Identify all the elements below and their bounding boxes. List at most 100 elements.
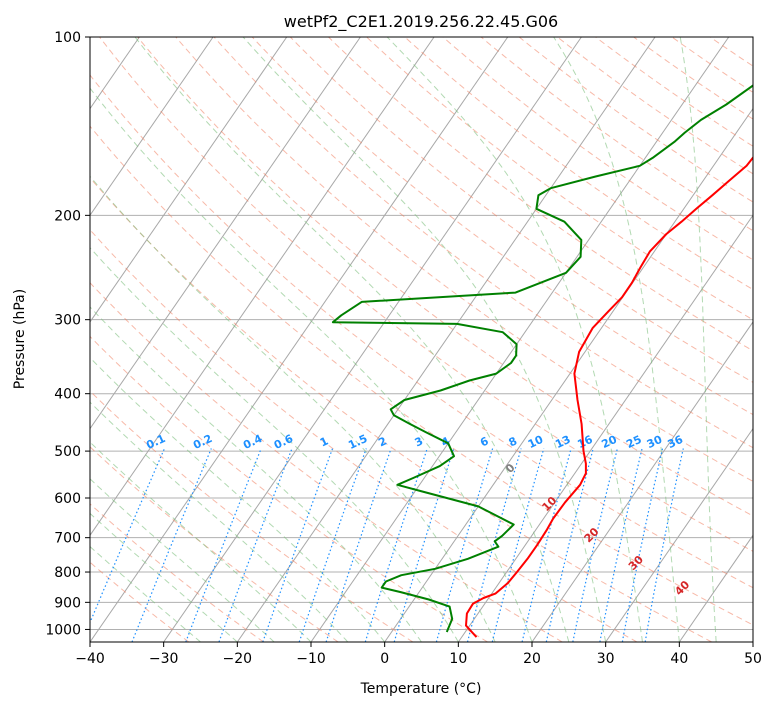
y-tick-label: 500 [54, 444, 81, 460]
temperature-profile [465, 156, 753, 638]
y-tick-label: 700 [54, 531, 81, 547]
x-tick-label: 20 [523, 651, 541, 667]
y-tick-label: 600 [54, 491, 81, 507]
dry-adiabat-line [90, 335, 488, 642]
mixing-ratio-label: 16 [575, 433, 595, 451]
moist-adiabat-line [679, 37, 717, 642]
x-tick-label: −30 [149, 651, 179, 667]
mixing-ratio-label: 0.6 [272, 432, 295, 452]
mixing-ratio-line [298, 448, 367, 642]
moist-adiabat-label: 40 [672, 578, 692, 598]
mixing-ratio-label: 0.4 [241, 432, 264, 452]
x-tick-label: −10 [296, 651, 326, 667]
dry-adiabat-line [90, 390, 414, 642]
mixing-ratio-line [621, 448, 664, 642]
mixing-ratio-line [325, 448, 392, 642]
mixing-ratio-line [218, 448, 293, 642]
isotherm-line [752, 641, 753, 642]
moist-adiabat-line [90, 441, 312, 642]
isotherm-line [531, 321, 753, 642]
y-tick-label: 400 [54, 387, 81, 403]
mixing-ratio-label: 10 [526, 433, 546, 451]
isotherm-line [0, 37, 66, 642]
mixing-ratio-line [185, 448, 262, 642]
dewpoint-profile [331, 84, 753, 633]
dry-adiabat-line [328, 37, 753, 352]
moist-adiabat-line [90, 545, 201, 642]
y-axis-label: Pressure (hPa) [12, 289, 28, 389]
isotherm-line [90, 37, 288, 323]
mixing-ratio-label: 13 [553, 433, 572, 451]
mixing-ratio-line [491, 448, 545, 642]
x-tick-label: 0 [380, 651, 389, 667]
moist-adiabat-label: 10 [539, 494, 559, 514]
mixing-ratio-line [572, 448, 618, 642]
dry-adiabat-line [595, 37, 753, 147]
x-tick-label: −40 [75, 651, 105, 667]
dry-adiabat-line [99, 37, 753, 552]
dry-adiabat-line [90, 282, 563, 642]
mixing-ratio-line [393, 448, 455, 642]
moist-adiabat-line [90, 512, 238, 642]
isotherm-line [236, 37, 656, 642]
moist-adiabat-line [242, 37, 607, 642]
isotherm-line [90, 37, 361, 430]
moist-adiabat-line [134, 37, 570, 642]
moist-adiabat-line [553, 37, 680, 642]
isotherm-line [384, 107, 753, 642]
mixing-ratio-label: 25 [624, 433, 643, 451]
y-tick-label: 100 [54, 30, 81, 46]
dry-adiabat-line [90, 229, 638, 642]
isotherm-line [678, 534, 753, 642]
isotherm-line [457, 214, 753, 642]
x-tick-label: 50 [744, 651, 762, 667]
isotherm-line [605, 427, 753, 642]
dry-adiabat-line [90, 125, 753, 626]
mixing-ratio-label: 3 [413, 434, 425, 449]
mixing-ratio-line [644, 448, 684, 642]
mixing-ratio-label: 30 [645, 433, 665, 451]
mixing-ratio-line [131, 448, 212, 642]
moist-adiabat-line [90, 87, 533, 642]
mixing-ratio-line [364, 448, 428, 642]
dry-adiabat-line [442, 37, 753, 261]
dry-adiabat-line [90, 74, 753, 589]
mixing-ratio-line [545, 448, 594, 642]
dry-adiabat-line [175, 37, 753, 482]
isotherm-line [163, 37, 582, 642]
mixing-ratio-label: 2 [376, 434, 388, 449]
mixing-ratio-label: 36 [666, 433, 686, 451]
dry-adiabat-line [633, 37, 753, 120]
moist-adiabat-label: 30 [626, 553, 646, 573]
dry-adiabat-line [213, 37, 753, 449]
chart-title: wetPf2_C2E1.2019.256.22.45.G06 [284, 12, 558, 32]
mixing-ratio-line [435, 448, 494, 642]
dry-adiabat-line [90, 561, 190, 642]
dry-adiabat-line [90, 503, 264, 642]
mixing-ratio-line [262, 448, 334, 642]
dry-adiabat-line [90, 446, 339, 642]
dry-adiabat-line [289, 37, 753, 383]
mixing-ratio-label: 20 [600, 433, 620, 451]
plot-frame [89, 36, 754, 643]
moist-adiabat-line [386, 37, 643, 642]
x-tick-label: 10 [449, 651, 467, 667]
mixing-ratio-line [521, 448, 572, 642]
dry-adiabat-line [557, 37, 753, 175]
mixing-ratio-line [466, 448, 522, 642]
moist-adiabat-line [90, 246, 459, 642]
moist-adiabat-line [90, 356, 386, 642]
mixing-ratio-line [599, 448, 643, 642]
dry-adiabat-line [137, 37, 753, 517]
moist-adiabat-line [90, 306, 422, 642]
moist-adiabat-label: 20 [582, 525, 602, 545]
dry-adiabat-line [480, 37, 753, 232]
y-tick-label: 800 [54, 565, 81, 581]
isotherm-line [90, 37, 435, 537]
dry-adiabat-line [404, 37, 753, 291]
y-tick-label: 300 [54, 313, 81, 329]
x-tick-label: 40 [670, 651, 688, 667]
y-tick-label: 900 [54, 595, 81, 611]
moist-adiabat-line [90, 478, 275, 642]
